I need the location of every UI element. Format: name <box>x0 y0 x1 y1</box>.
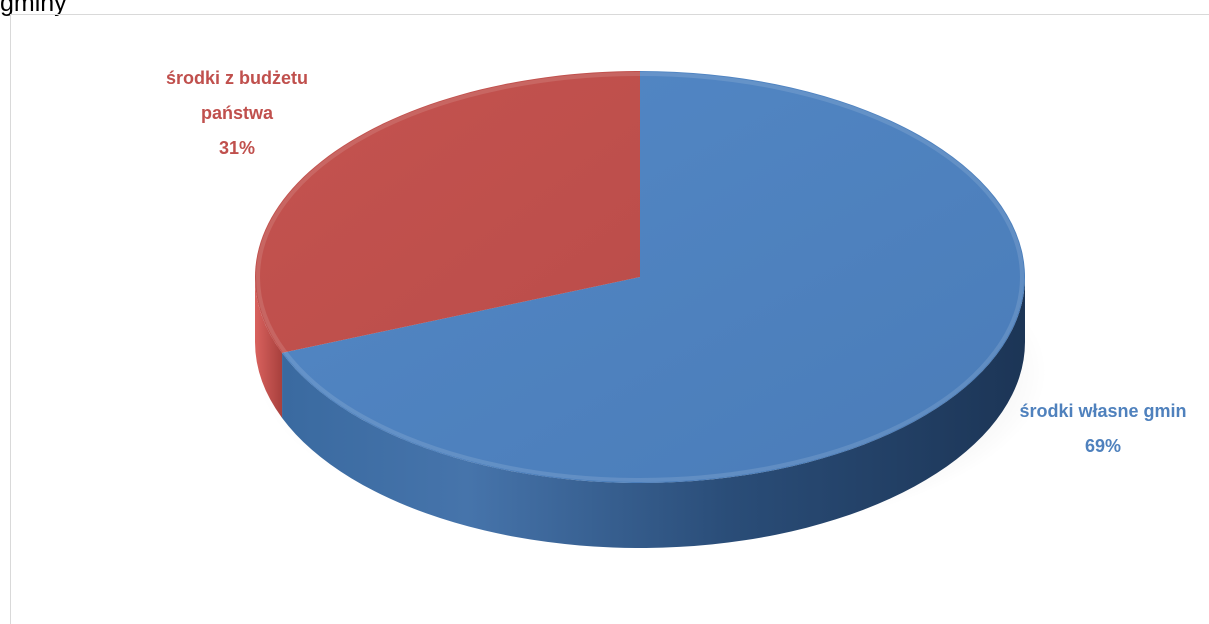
data-label-own-funds: środki własne gmin 69% <box>1019 401 1186 456</box>
data-label-state-budget-name-2: państwa <box>201 103 274 123</box>
chart-area <box>10 14 1209 624</box>
pie-slice-state-budget-side <box>255 277 283 418</box>
pie-slices <box>255 70 1026 548</box>
caption-text: gminy <box>0 0 67 17</box>
data-label-own-funds-name: środki własne gmin <box>1019 401 1186 421</box>
data-label-state-budget-value: 31% <box>219 138 255 158</box>
pie-slice-state-budget <box>255 71 640 353</box>
pie-slice-own-funds <box>282 70 1026 483</box>
data-label-state-budget-name-1: środki z budżetu <box>166 68 308 88</box>
data-label-state-budget: środki z budżetu państwa 31% <box>166 68 308 158</box>
pie-rim-highlight <box>256 72 1024 482</box>
data-label-own-funds-value: 69% <box>1085 436 1121 456</box>
pie-slice-own-funds-side <box>282 277 1025 548</box>
